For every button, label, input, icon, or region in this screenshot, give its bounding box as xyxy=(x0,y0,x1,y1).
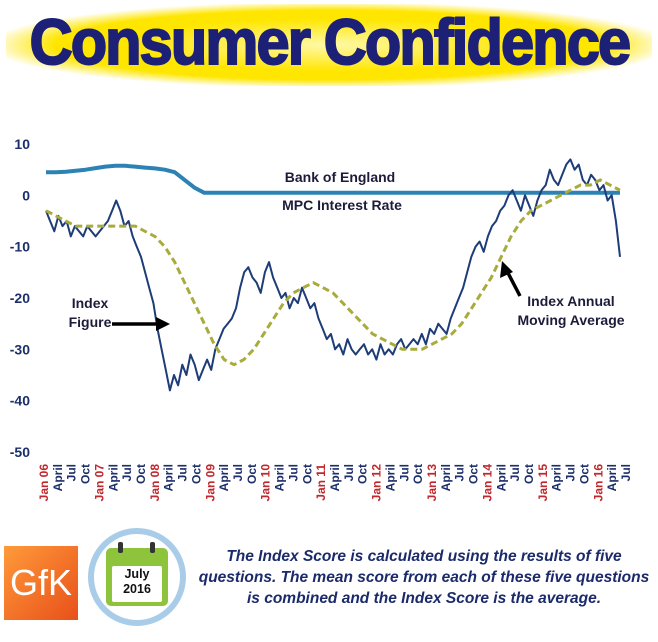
x-tick-label: April xyxy=(383,464,397,491)
x-tick-label: Jul xyxy=(286,464,300,481)
y-tick-label: -50 xyxy=(10,444,30,460)
x-tick-label: Jul xyxy=(619,464,633,481)
series-index-figure xyxy=(45,158,621,392)
x-tick-label: April xyxy=(494,464,508,491)
x-tick-label: Oct xyxy=(522,464,536,484)
x-tick-label: Oct xyxy=(300,464,314,484)
x-tick-label: April xyxy=(217,464,231,491)
x-tick-label: Jan 14 xyxy=(480,464,494,502)
y-tick-label: 0 xyxy=(22,187,30,203)
y-tick-label: -20 xyxy=(10,290,30,306)
x-tick-label: Jan 10 xyxy=(259,464,273,502)
x-tick-label: April xyxy=(273,464,287,491)
series-interest-rate xyxy=(46,163,620,195)
x-tick-label: Jul xyxy=(65,464,79,481)
y-axis: 10 0 -10 -20 -30 -40 -50 xyxy=(10,136,30,460)
x-tick-label: Jul xyxy=(231,464,245,481)
calendar-ring-left xyxy=(118,542,123,553)
x-tick-label: Oct xyxy=(134,464,148,484)
annotation-ma-2: Moving Average xyxy=(517,312,624,328)
x-tick-label: April xyxy=(439,464,453,491)
x-tick-label: Oct xyxy=(79,464,93,484)
title-glow xyxy=(6,4,652,86)
x-tick-label: Oct xyxy=(189,464,203,484)
x-tick-label: Jan 13 xyxy=(425,464,439,502)
series-layer xyxy=(45,158,621,392)
x-tick-label: April xyxy=(550,464,564,491)
x-tick-label: Jul xyxy=(397,464,411,481)
annotation-index-2: Figure xyxy=(69,314,112,330)
calendar-year: 2016 xyxy=(123,582,151,596)
x-tick-label: Jul xyxy=(120,464,134,481)
x-tick-label: Oct xyxy=(356,464,370,484)
y-tick-label: 10 xyxy=(14,136,30,152)
calendar-month: July xyxy=(124,567,150,581)
x-axis: Jan 06 April Jul Oct Jan 07 April Jul Oct Jan 08… xyxy=(37,464,633,502)
x-tick-label: April xyxy=(328,464,342,491)
x-tick-label: April xyxy=(605,464,619,491)
x-tick-label: Oct xyxy=(245,464,259,484)
y-tick-label: -30 xyxy=(10,341,30,357)
x-tick-label: Jul xyxy=(176,464,190,481)
x-tick-label: Oct xyxy=(467,464,481,484)
arrow-moving-average xyxy=(500,261,522,297)
x-tick-label: Jan 15 xyxy=(536,464,550,502)
x-tick-label: Jul xyxy=(564,464,578,481)
calendar-page xyxy=(112,566,162,602)
x-tick-label: Jan 11 xyxy=(314,464,328,501)
y-tick-label: -10 xyxy=(10,239,30,255)
calendar-date: July 2016 xyxy=(112,567,162,597)
x-tick-label: April xyxy=(106,464,120,491)
x-tick-label: Jan 12 xyxy=(370,464,384,502)
y-tick-label: -40 xyxy=(10,393,30,409)
index-score-caption: The Index Score is calculated using the … xyxy=(198,548,650,607)
x-tick-label: Oct xyxy=(411,464,425,484)
x-tick-label: Jan 08 xyxy=(148,464,162,502)
gfk-logo-text: GfK xyxy=(9,562,72,603)
x-tick-label: Jan 07 xyxy=(92,464,106,502)
series-moving-average xyxy=(45,178,621,367)
gfk-logo: GfK xyxy=(4,546,78,620)
arrow-index xyxy=(112,317,170,331)
x-tick-label: Jan 16 xyxy=(591,464,605,502)
x-tick-label: Jul xyxy=(508,464,522,481)
x-tick-label: April xyxy=(51,464,65,491)
x-tick-label: Jan 09 xyxy=(203,464,217,502)
annotation-layer: Bank of England MPC Interest Rate Index … xyxy=(69,169,625,331)
page-title: Consumer Confidence xyxy=(0,6,658,78)
annotation-ma-1: Index Annual xyxy=(527,293,614,309)
annotation-interest-rate-1: Bank of England xyxy=(285,169,395,185)
annotation-index-1: Index xyxy=(72,295,109,311)
consumer-confidence-chart: 100-10-20-30-40-50 Jan 06 April Jul Oct Jan … xyxy=(10,136,633,502)
title-text: Consumer Confidence xyxy=(28,6,631,78)
annotation-interest-rate-2: MPC Interest Rate xyxy=(282,197,402,213)
x-tick-label: Jul xyxy=(342,464,356,481)
calendar-ring-right xyxy=(150,542,155,553)
x-tick-label: Jan 06 xyxy=(37,464,51,502)
x-tick-label: Jul xyxy=(453,464,467,481)
x-tick-label: Oct xyxy=(577,464,591,484)
x-tick-label: April xyxy=(162,464,176,491)
